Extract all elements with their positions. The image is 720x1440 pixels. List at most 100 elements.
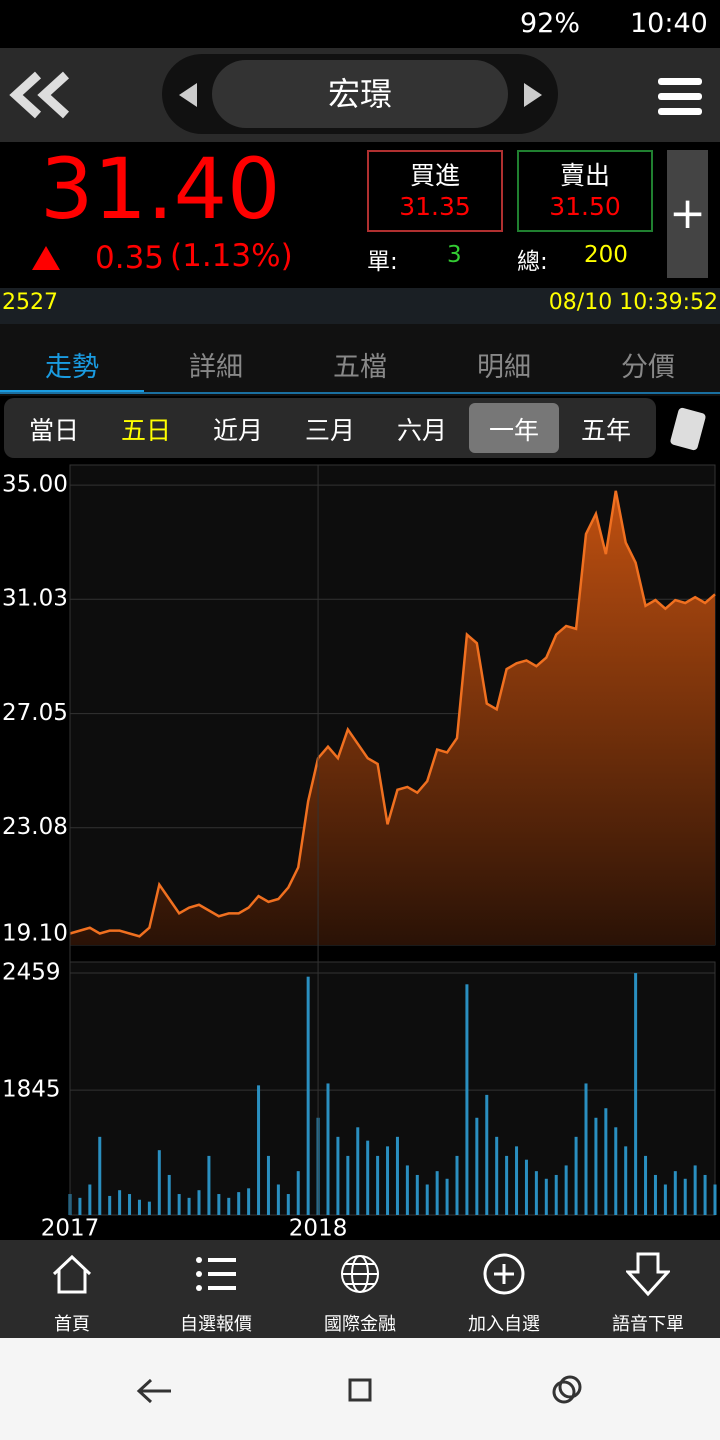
ask-box[interactable]: 賣出 31.50 xyxy=(517,150,653,232)
volume-bar xyxy=(544,1178,548,1215)
volume-bar xyxy=(167,1174,171,1215)
volume-bar xyxy=(266,1155,270,1215)
range-button[interactable]: 五年 xyxy=(580,416,631,445)
volume-bar xyxy=(336,1136,340,1215)
volume-bar xyxy=(98,1136,102,1215)
stock-name[interactable]: 宏璟 xyxy=(212,60,508,128)
volume-bar xyxy=(634,973,638,1215)
total-label: 總: xyxy=(517,249,548,275)
total-value: 200 xyxy=(584,242,628,268)
list-icon[interactable] xyxy=(194,1254,238,1294)
nav-label[interactable]: 首頁 xyxy=(54,1314,90,1335)
volume-bar xyxy=(207,1155,211,1215)
volume-bar xyxy=(386,1146,390,1215)
volume-bar xyxy=(217,1194,221,1215)
volume-bar xyxy=(395,1136,399,1215)
battery: 92% xyxy=(520,8,581,39)
volume-bar xyxy=(415,1174,419,1215)
range-button[interactable]: 三月 xyxy=(304,416,355,445)
volume-bar xyxy=(604,1108,608,1215)
system-nav xyxy=(0,1338,720,1440)
volume-bar xyxy=(713,1184,717,1215)
tab[interactable]: 分價 xyxy=(621,352,675,383)
ask-value: 31.50 xyxy=(549,192,621,221)
volume-bar xyxy=(505,1155,509,1215)
volume-bar xyxy=(644,1155,648,1215)
chart: 19.10 23.08 27.05 31.03 35.00 1845 2459 2017 201… xyxy=(2,464,717,1241)
volume-bar xyxy=(534,1171,538,1215)
volume-bar xyxy=(564,1165,568,1215)
bid-box[interactable]: 買進 31.35 xyxy=(367,150,503,232)
x-tick-label: 2017 xyxy=(41,1216,100,1241)
tab[interactable]: 明細 xyxy=(477,352,531,383)
tab[interactable]: 走勢 xyxy=(45,352,99,383)
volume-bar xyxy=(624,1146,628,1215)
prev[interactable] xyxy=(175,81,201,109)
volume-bar xyxy=(663,1184,667,1215)
home-icon[interactable] xyxy=(50,1252,94,1296)
code: 2527 xyxy=(2,290,58,315)
volume-bar xyxy=(524,1159,528,1215)
bid-value: 31.35 xyxy=(399,192,471,221)
volume-bar xyxy=(88,1184,92,1215)
volume-bar xyxy=(435,1171,439,1215)
volume-bar xyxy=(653,1174,657,1215)
change: 0.35 xyxy=(95,240,165,276)
range-button[interactable]: 六月 xyxy=(396,416,447,445)
up-arrow xyxy=(32,246,60,270)
volume-bar xyxy=(137,1199,141,1215)
tab[interactable]: 五檔 xyxy=(333,352,387,383)
volume-bar xyxy=(594,1117,598,1215)
volume-bar xyxy=(78,1197,82,1215)
datetime: 08/10 10:39:52 xyxy=(548,290,718,315)
range-button[interactable]: 近月 xyxy=(212,416,263,445)
y-tick-label: 1845 xyxy=(2,1077,61,1103)
single-value: 3 xyxy=(447,242,462,268)
sys-back[interactable] xyxy=(135,1376,175,1406)
volume-bar xyxy=(177,1194,181,1215)
back-button[interactable] xyxy=(8,70,72,120)
range-button[interactable]: 五日 xyxy=(120,416,171,445)
globe-icon[interactable] xyxy=(338,1252,382,1296)
tab-line xyxy=(0,392,720,394)
volume-bar xyxy=(306,976,310,1215)
nav-label[interactable]: 加入自選 xyxy=(468,1314,540,1335)
volume-bar xyxy=(485,1094,489,1215)
price: 31.40 xyxy=(40,140,281,238)
y-tick-label: 2459 xyxy=(2,960,61,986)
volume-bar xyxy=(326,1083,330,1215)
price-area xyxy=(70,490,715,945)
volume-bar xyxy=(495,1136,499,1215)
volume-bar xyxy=(703,1174,707,1215)
add-icon[interactable] xyxy=(482,1252,526,1296)
range-button[interactable]: 一年 xyxy=(488,416,539,445)
voice-icon[interactable] xyxy=(626,1250,670,1298)
y-tick-label: 23.08 xyxy=(2,814,68,840)
bid-label: 買進 xyxy=(409,161,460,190)
sys-recent[interactable] xyxy=(550,1374,584,1406)
tab-bar xyxy=(0,324,720,396)
volume-bar xyxy=(584,1083,588,1215)
volume-bar xyxy=(515,1146,519,1215)
volume-bar xyxy=(574,1136,578,1215)
volume-bar xyxy=(247,1188,251,1215)
menu[interactable] xyxy=(658,76,702,116)
nav-label[interactable]: 國際金融 xyxy=(324,1314,396,1335)
next[interactable] xyxy=(520,81,546,109)
volume-bar xyxy=(108,1195,112,1215)
bottom-nav xyxy=(0,1240,720,1338)
range-button[interactable]: 當日 xyxy=(28,416,79,445)
nav-label[interactable]: 自選報價 xyxy=(180,1314,252,1335)
volume-bar xyxy=(227,1197,231,1215)
y-tick-label: 27.05 xyxy=(2,700,68,726)
nav-label[interactable]: 語音下單 xyxy=(612,1314,684,1335)
volume-bar xyxy=(455,1155,459,1215)
volume-bar xyxy=(128,1194,132,1215)
volume-bar xyxy=(237,1192,241,1215)
sys-home[interactable] xyxy=(348,1378,372,1402)
tab[interactable]: 詳細 xyxy=(189,352,243,383)
price-line xyxy=(69,490,716,938)
rotate-icon[interactable] xyxy=(664,404,714,454)
range-selected xyxy=(469,403,559,453)
add-button[interactable]: + xyxy=(667,150,708,278)
